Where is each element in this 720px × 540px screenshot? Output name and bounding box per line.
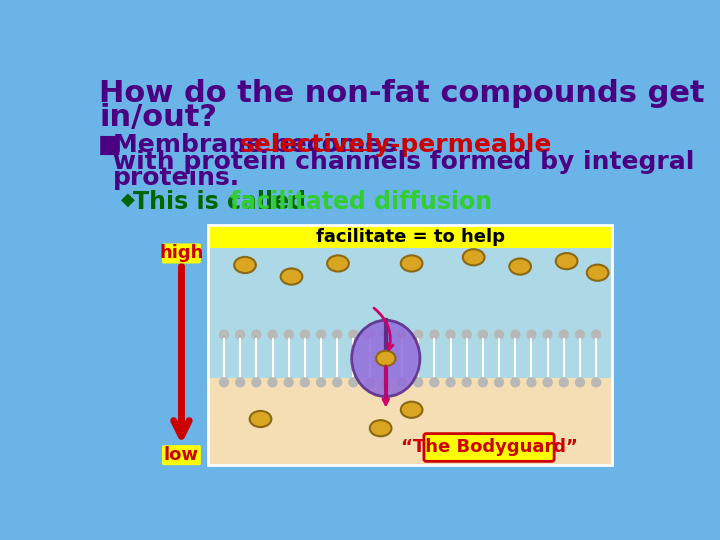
Circle shape — [317, 330, 325, 339]
Circle shape — [300, 330, 310, 339]
Circle shape — [446, 330, 455, 339]
Circle shape — [397, 378, 407, 387]
Circle shape — [462, 378, 471, 387]
Circle shape — [510, 378, 520, 387]
Circle shape — [592, 378, 600, 387]
Circle shape — [430, 378, 438, 387]
Circle shape — [559, 330, 568, 339]
FancyBboxPatch shape — [424, 434, 554, 461]
Circle shape — [397, 330, 407, 339]
Circle shape — [252, 378, 261, 387]
Circle shape — [543, 378, 552, 387]
Text: This is called: This is called — [133, 190, 315, 214]
Circle shape — [446, 378, 455, 387]
Ellipse shape — [370, 420, 392, 436]
Ellipse shape — [463, 249, 485, 265]
Circle shape — [462, 330, 471, 339]
Text: proteins.: proteins. — [113, 166, 240, 191]
Circle shape — [510, 330, 520, 339]
Circle shape — [284, 378, 293, 387]
Circle shape — [575, 330, 585, 339]
Text: How do the non-fat compounds get: How do the non-fat compounds get — [99, 79, 705, 107]
Circle shape — [349, 330, 358, 339]
Ellipse shape — [327, 255, 349, 272]
Circle shape — [333, 378, 342, 387]
Circle shape — [495, 378, 503, 387]
Text: Membrane becomes: Membrane becomes — [113, 132, 406, 157]
Ellipse shape — [250, 411, 271, 427]
Bar — [208, 248, 612, 378]
Circle shape — [592, 330, 600, 339]
Circle shape — [365, 330, 374, 339]
Ellipse shape — [587, 265, 608, 281]
Circle shape — [382, 378, 390, 387]
Circle shape — [543, 330, 552, 339]
FancyBboxPatch shape — [162, 244, 201, 264]
Text: facilitate = to help: facilitate = to help — [315, 227, 505, 246]
Text: high: high — [159, 245, 204, 262]
Text: facilitated diffusion: facilitated diffusion — [230, 190, 492, 214]
Ellipse shape — [234, 257, 256, 273]
Text: low: low — [164, 446, 199, 464]
Bar — [208, 225, 612, 465]
Ellipse shape — [556, 253, 577, 269]
Circle shape — [300, 378, 310, 387]
Circle shape — [235, 330, 245, 339]
Text: selectively-permeable: selectively-permeable — [240, 132, 552, 157]
Circle shape — [575, 378, 585, 387]
Circle shape — [414, 378, 423, 387]
Circle shape — [559, 378, 568, 387]
Text: with protein channels formed by integral: with protein channels formed by integral — [113, 150, 695, 173]
Circle shape — [284, 330, 293, 339]
Circle shape — [430, 330, 438, 339]
Circle shape — [478, 378, 487, 387]
Circle shape — [527, 378, 536, 387]
Text: in/out?: in/out? — [99, 103, 217, 132]
Circle shape — [268, 378, 277, 387]
Circle shape — [268, 330, 277, 339]
Circle shape — [495, 330, 503, 339]
Circle shape — [220, 378, 228, 387]
Circle shape — [333, 330, 342, 339]
Circle shape — [382, 330, 390, 339]
Ellipse shape — [509, 259, 531, 275]
Circle shape — [414, 330, 423, 339]
Bar — [208, 378, 612, 465]
Bar — [208, 225, 612, 248]
Ellipse shape — [401, 255, 423, 272]
Ellipse shape — [376, 350, 395, 366]
Circle shape — [252, 330, 261, 339]
Circle shape — [478, 330, 487, 339]
Text: ■: ■ — [98, 132, 122, 157]
FancyBboxPatch shape — [162, 445, 201, 465]
Circle shape — [317, 378, 325, 387]
Circle shape — [220, 330, 228, 339]
Ellipse shape — [401, 402, 423, 418]
Text: “The Bodyguard”: “The Bodyguard” — [400, 438, 577, 456]
Circle shape — [235, 378, 245, 387]
Circle shape — [365, 378, 374, 387]
Ellipse shape — [281, 268, 302, 285]
Circle shape — [527, 330, 536, 339]
Ellipse shape — [351, 320, 420, 396]
Circle shape — [349, 378, 358, 387]
Text: ◆: ◆ — [121, 190, 135, 208]
